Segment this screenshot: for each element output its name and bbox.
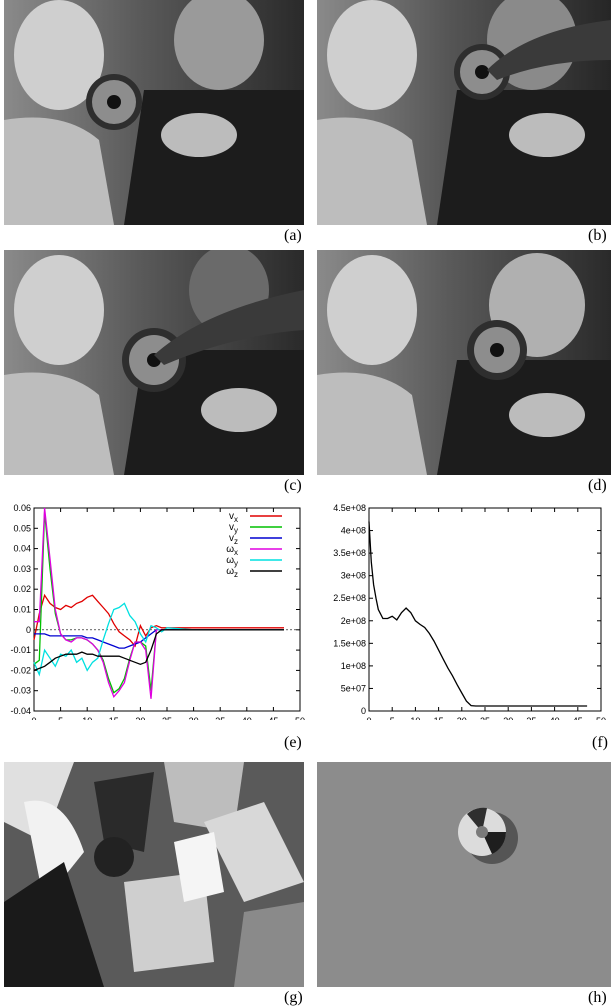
photo-panel-g [4, 762, 304, 987]
x-tick-label: 30 [189, 716, 199, 720]
photo-d-image [317, 250, 611, 475]
y-tick-label: 0.05 [13, 523, 31, 533]
y-tick-label: 1.5e+08 [333, 638, 366, 648]
legend-label-wx: ωx [226, 544, 238, 557]
x-tick-label: 50 [596, 716, 606, 720]
x-tick-label: 45 [573, 716, 583, 720]
x-tick-label: 45 [268, 716, 278, 720]
x-tick-label: 0 [366, 716, 371, 720]
x-tick-label: 5 [390, 716, 395, 720]
photo-b-image [317, 0, 611, 225]
photo-c-image [4, 250, 304, 475]
y-tick-label: -0.04 [10, 706, 31, 716]
caption-a: (a) [284, 227, 302, 244]
series-line-wz [33, 629, 284, 672]
x-tick-label: 0 [31, 716, 36, 720]
x-tick-label: 30 [503, 716, 513, 720]
x-tick-label: 25 [480, 716, 490, 720]
chart-e-velocity: 0 5 10 15 20 25 30 35 40 45 50 -0.04 -0.03 -0.02 -0.01… [10, 503, 305, 720]
x-tick-label: 10 [82, 716, 92, 720]
y-tick-label: 0.02 [13, 584, 31, 594]
photo-panel-d [317, 250, 611, 475]
x-tick-label: 50 [295, 716, 305, 720]
series-line-vy [33, 512, 284, 694]
caption-b: (b) [588, 227, 607, 244]
x-tick-label: 40 [550, 716, 560, 720]
y-tick-label: -0.03 [10, 686, 31, 696]
y-tick-label: 5e+07 [341, 683, 366, 693]
chart-f-error: 0 5 10 15 20 25 30 35 40 45 50 0 5e+07 1e+08 1.5e+08 2e… [333, 503, 606, 720]
photo-panel-a [4, 0, 304, 225]
y-tick-label: 2.5e+08 [333, 593, 366, 603]
x-tick-label: 35 [526, 716, 536, 720]
y-tick-label: 3e+08 [341, 571, 366, 581]
photo-g-image [4, 762, 304, 987]
series-line-wx [34, 507, 284, 699]
photo-h-image [317, 762, 611, 987]
legend-label-vz: vz [229, 533, 238, 546]
photo-panel-h [317, 762, 611, 987]
x-tick-label: 35 [215, 716, 225, 720]
caption-c: (c) [284, 477, 302, 494]
y-tick-label: 0.06 [13, 503, 31, 513]
x-tick-label: 20 [457, 716, 467, 720]
series-line-wy [33, 602, 284, 677]
x-tick-label: 40 [242, 716, 252, 720]
photo-panel-b [317, 0, 611, 225]
x-tick-label: 5 [58, 716, 63, 720]
x-tick-label: 25 [162, 716, 172, 720]
x-tick-label: 20 [135, 716, 145, 720]
legend-label-vx: vx [229, 511, 238, 524]
x-tick-label: 10 [410, 716, 420, 720]
y-tick-label: -0.02 [10, 665, 31, 675]
legend-label-vy: vy [229, 522, 238, 535]
caption-h: (h) [588, 989, 607, 1006]
y-tick-label: 1e+08 [341, 661, 366, 671]
y-tick-label: 0.04 [13, 544, 31, 554]
y-tick-label: 3.5e+08 [333, 548, 366, 558]
caption-d: (d) [588, 477, 607, 494]
y-tick-label: 4e+08 [341, 526, 366, 536]
photo-panel-c [4, 250, 304, 475]
legend-label-wy: ωy [226, 555, 238, 568]
photo-a-image [4, 0, 304, 225]
y-tick-label: 2e+08 [341, 616, 366, 626]
caption-g: (g) [284, 989, 303, 1006]
y-tick-label: 4.5e+08 [333, 503, 366, 513]
y-tick-label: 0 [26, 625, 31, 635]
series-line-vx [33, 593, 284, 648]
x-tick-label: 15 [434, 716, 444, 720]
series-line-main [368, 521, 588, 707]
y-tick-label: 0 [361, 706, 366, 716]
y-tick-label: 0.01 [13, 605, 31, 615]
y-tick-label: 0.03 [13, 564, 31, 574]
caption-f: (f) [592, 734, 608, 751]
legend-label-wz: ωz [226, 566, 238, 579]
y-tick-label: -0.01 [10, 645, 31, 655]
x-tick-label: 15 [109, 716, 119, 720]
caption-e: (e) [284, 734, 302, 751]
